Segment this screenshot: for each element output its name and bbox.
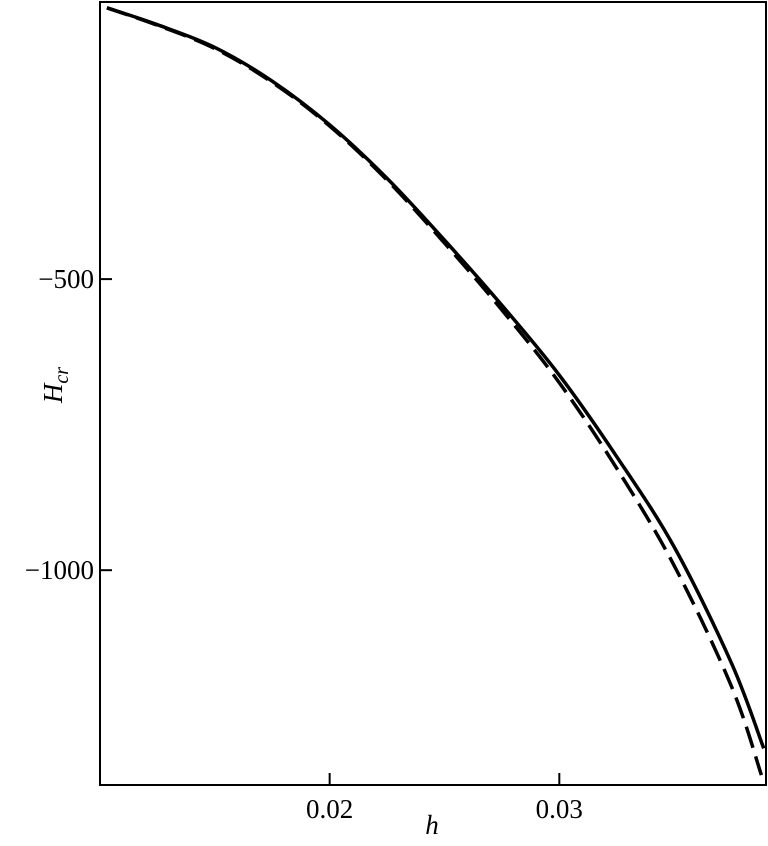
line-dashed <box>106 6 764 776</box>
x-tick-label: 0.02 <box>306 794 353 824</box>
y-tick-label: −500 <box>38 264 94 294</box>
y-axis-label: Hcr <box>38 367 73 404</box>
y-tick-label: −1000 <box>25 555 94 585</box>
line-solid <box>106 6 766 749</box>
x-axis-label: h <box>425 810 439 840</box>
y-axis-label-main: H <box>38 382 68 404</box>
x-tick-label: 0.03 <box>536 794 583 824</box>
plot-frame <box>99 1 767 786</box>
y-axis-label-sub: cr <box>51 367 73 384</box>
